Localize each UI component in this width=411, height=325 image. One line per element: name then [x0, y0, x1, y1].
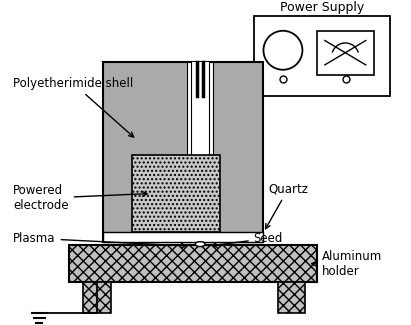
Bar [317, 31, 374, 75]
Text: Seed: Seed [212, 232, 283, 247]
Bar [209, 62, 213, 242]
Text: Quartz: Quartz [266, 182, 308, 229]
Bar [192, 62, 209, 242]
Bar [132, 154, 219, 232]
Text: Power Supply: Power Supply [280, 1, 364, 14]
Bar [103, 232, 263, 242]
Text: Polyetherimide shell: Polyetherimide shell [13, 77, 134, 137]
Text: Plasma: Plasma [13, 232, 186, 248]
Bar [83, 282, 111, 313]
Bar [69, 245, 317, 282]
Text: Powered
electrode: Powered electrode [13, 184, 147, 212]
Bar [187, 62, 192, 242]
Circle shape [263, 31, 302, 70]
Ellipse shape [195, 242, 205, 247]
Bar [254, 16, 390, 96]
Text: Aluminum
holder: Aluminum holder [312, 250, 382, 278]
Bar [103, 62, 263, 242]
Bar [278, 282, 305, 313]
